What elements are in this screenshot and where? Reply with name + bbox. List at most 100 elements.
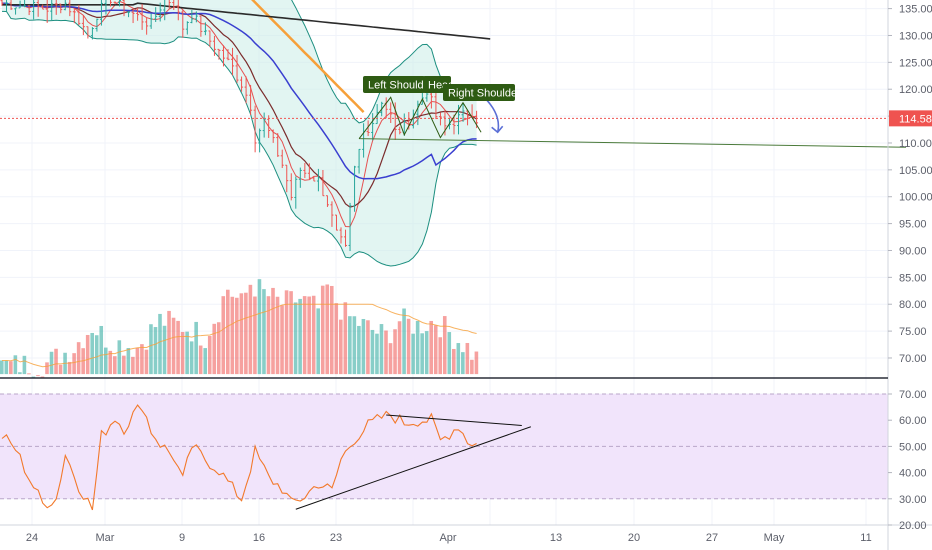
- candle[interactable]: [190, 9, 194, 24]
- candle[interactable]: [398, 126, 402, 135]
- label-right-shoulder[interactable]: Right Shoulder: [443, 84, 521, 101]
- candle[interactable]: [416, 100, 420, 126]
- candle[interactable]: [77, 4, 81, 26]
- head-shoulders-outline[interactable]: [358, 96, 482, 140]
- candle[interactable]: [466, 110, 470, 126]
- candle[interactable]: [375, 104, 379, 125]
- candle[interactable]: [86, 26, 90, 39]
- candle[interactable]: [303, 162, 307, 178]
- candle[interactable]: [221, 45, 225, 67]
- candle[interactable]: [461, 102, 465, 122]
- candle[interactable]: [321, 169, 325, 197]
- candle[interactable]: [99, 0, 103, 26]
- candle[interactable]: [231, 47, 235, 76]
- candle[interactable]: [330, 201, 334, 227]
- candle[interactable]: [63, 0, 67, 11]
- candle[interactable]: [262, 112, 266, 138]
- candle[interactable]: [199, 15, 203, 37]
- candle[interactable]: [181, 9, 185, 38]
- candle[interactable]: [434, 87, 438, 120]
- candle[interactable]: [371, 113, 375, 141]
- candle[interactable]: [104, 0, 107, 15]
- candle[interactable]: [23, 0, 27, 8]
- candle[interactable]: [353, 165, 357, 212]
- candle[interactable]: [145, 17, 149, 35]
- candle[interactable]: [163, 0, 166, 21]
- candle[interactable]: [438, 112, 442, 126]
- candle[interactable]: [307, 163, 311, 180]
- candle[interactable]: [5, 0, 9, 12]
- candle[interactable]: [226, 49, 230, 61]
- candle[interactable]: [118, 0, 122, 7]
- candle[interactable]: [95, 18, 99, 32]
- candle[interactable]: [240, 76, 244, 92]
- candle[interactable]: [68, 0, 72, 17]
- neckline-line[interactable]: [359, 138, 907, 148]
- candle[interactable]: [267, 115, 271, 138]
- candle[interactable]: [217, 48, 221, 60]
- candle[interactable]: [0, 0, 4, 6]
- candle[interactable]: [158, 2, 162, 22]
- candle[interactable]: [90, 27, 94, 40]
- candle[interactable]: [185, 21, 189, 35]
- candle[interactable]: [50, 0, 54, 21]
- candle[interactable]: [203, 22, 207, 36]
- candle[interactable]: [285, 164, 289, 193]
- candle[interactable]: [113, 1, 117, 5]
- candle[interactable]: [131, 8, 135, 24]
- candle[interactable]: [59, 3, 63, 14]
- neckline-trendline[interactable]: [359, 138, 907, 148]
- candle[interactable]: [289, 173, 293, 201]
- candle[interactable]: [136, 7, 140, 21]
- candle[interactable]: [208, 30, 212, 48]
- candle[interactable]: [45, 0, 49, 23]
- candle[interactable]: [357, 148, 361, 174]
- candle[interactable]: [312, 176, 316, 182]
- candle[interactable]: [280, 149, 284, 169]
- label-left-shoulder[interactable]: Left Shoulde: [363, 76, 430, 93]
- candle[interactable]: [294, 176, 298, 209]
- candle[interactable]: [36, 0, 40, 17]
- candle[interactable]: [366, 120, 370, 137]
- candle[interactable]: [149, 13, 153, 29]
- candle[interactable]: [140, 4, 144, 30]
- candle[interactable]: [72, 8, 76, 24]
- candle[interactable]: [235, 54, 239, 83]
- candle[interactable]: [154, 7, 158, 23]
- candle[interactable]: [41, 4, 45, 10]
- candle[interactable]: [18, 0, 22, 9]
- candle[interactable]: [194, 11, 198, 23]
- candle[interactable]: [27, 4, 31, 16]
- candle[interactable]: [9, 0, 13, 10]
- candle[interactable]: [249, 84, 253, 116]
- candle[interactable]: [298, 167, 302, 188]
- candle[interactable]: [253, 105, 257, 153]
- candle[interactable]: [81, 15, 85, 36]
- candle[interactable]: [14, 7, 18, 15]
- candle[interactable]: [258, 128, 262, 153]
- candle[interactable]: [271, 129, 275, 143]
- candle[interactable]: [344, 229, 348, 247]
- candle[interactable]: [212, 35, 216, 56]
- candle[interactable]: [244, 76, 248, 104]
- candle[interactable]: [176, 0, 180, 21]
- forecast-arrow-head[interactable]: [491, 125, 504, 134]
- candle[interactable]: [168, 0, 171, 9]
- candle[interactable]: [339, 227, 343, 244]
- candle[interactable]: [172, 0, 176, 10]
- candle[interactable]: [334, 214, 338, 231]
- candle[interactable]: [122, 0, 126, 17]
- candle[interactable]: [54, 0, 58, 15]
- candle[interactable]: [276, 133, 280, 157]
- candle[interactable]: [109, 0, 112, 7]
- candle[interactable]: [325, 195, 329, 207]
- candle[interactable]: [316, 168, 320, 192]
- candle[interactable]: [127, 11, 131, 18]
- candle[interactable]: [348, 202, 352, 252]
- candle[interactable]: [32, 0, 36, 20]
- rsi-resistance-trendline[interactable]: [386, 414, 522, 426]
- candle[interactable]: [389, 102, 393, 124]
- rsi-support-trendline[interactable]: [295, 426, 532, 510]
